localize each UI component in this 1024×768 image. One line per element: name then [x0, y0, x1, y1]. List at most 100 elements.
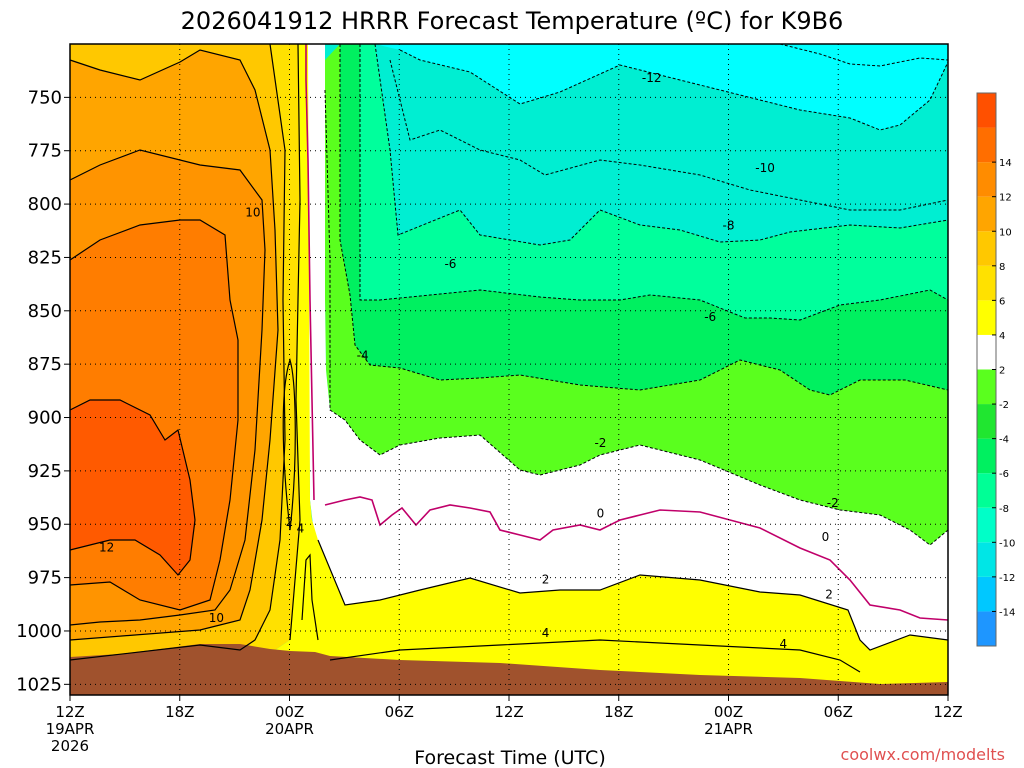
colorbar-swatch	[977, 231, 996, 266]
contour-label: 4	[542, 626, 550, 640]
colorbar-label: -4	[999, 435, 1009, 446]
colorbar-swatch	[977, 576, 996, 612]
x-tick-label: 06Z	[385, 703, 414, 721]
contour-line-4	[69, 43, 286, 661]
contour-label: -4	[357, 349, 369, 363]
x-tick-label: 18Z	[604, 703, 633, 721]
contour-line-minus-8	[374, 43, 949, 246]
x-axis-label: Forecast Time (UTC)	[414, 747, 605, 768]
colorbar-label: 10	[999, 227, 1012, 238]
contour-line-12	[69, 399, 196, 576]
x-tick-label: 00Z 20APR	[265, 703, 314, 738]
contour-label: 2	[286, 515, 294, 529]
contour-line-minus-2	[324, 89, 949, 546]
region-4-to-6	[70, 44, 300, 690]
contour-label: 2	[542, 573, 550, 587]
grid-lines	[70, 44, 948, 695]
contour-line-6	[69, 49, 279, 641]
colorbar-label: -6	[999, 469, 1009, 480]
colorbar-label: 14	[999, 158, 1012, 169]
contour-label: 4	[297, 522, 305, 536]
y-tick-label: 775	[28, 141, 62, 162]
contour-line-minus-10	[389, 59, 949, 211]
colorbar-swatch	[977, 127, 996, 163]
contour-line-8	[69, 149, 266, 626]
contour-label: 2	[825, 588, 833, 602]
contour-line-minus-6	[359, 44, 949, 321]
contour-label: 10	[245, 206, 260, 220]
colorbar-swatch	[977, 196, 996, 232]
chart-title: 2026041912 HRRR Forecast Temperature (ºC…	[181, 7, 844, 35]
contour-label: -2	[827, 496, 839, 510]
region-minus-2	[325, 44, 948, 545]
contour-label: -12	[642, 71, 662, 85]
colorbar-label: -8	[999, 504, 1009, 515]
y-tick-label: 950	[28, 514, 62, 535]
colorbar-label: 6	[999, 296, 1005, 307]
y-tick-label: 875	[28, 354, 62, 375]
credit-text: coolwx.com/modelts	[841, 745, 1005, 764]
x-tick-label: 00Z 21APR	[704, 703, 753, 738]
contour-label: -6	[444, 257, 456, 271]
contour-lines	[69, 43, 949, 673]
colorbar-swatch	[977, 473, 996, 508]
colorbar-label: -14	[999, 607, 1015, 618]
colorbar-swatch	[977, 542, 996, 577]
contour-line-10	[69, 219, 239, 611]
contour-line-4-spike	[301, 553, 319, 641]
contour-label: 4	[780, 637, 788, 651]
x-tick-label: 12Z 19APR 2026	[46, 703, 95, 755]
x-tick-label: 18Z	[165, 703, 194, 721]
contour-line-minus-4	[339, 44, 949, 396]
colorbar-swatch	[977, 507, 996, 543]
colorbar-swatch	[977, 300, 996, 335]
contour-line-2-low	[317, 539, 949, 651]
x-tick-label: 12Z	[494, 703, 523, 721]
colorbar-label: 4	[999, 331, 1005, 342]
colorbar-swatch	[977, 334, 996, 370]
x-tick-label: 12Z	[933, 703, 962, 721]
y-tick-label: 1025	[16, 674, 62, 695]
colorbar-swatch	[977, 611, 996, 646]
contour-label: -2	[594, 436, 606, 450]
colorbar-swatch	[977, 404, 996, 439]
y-tick-label: 750	[28, 87, 62, 108]
y-tick-label: 800	[28, 194, 62, 215]
y-tick-label: 850	[28, 301, 62, 322]
x-tick-label: 06Z	[824, 703, 853, 721]
contour-line-minus-14	[779, 43, 949, 67]
region-warm-14	[70, 400, 195, 575]
contour-label: 0	[822, 530, 830, 544]
contour-label: 10	[209, 611, 224, 625]
contour-line-0c-east	[324, 496, 949, 621]
contour-label: 0	[597, 507, 605, 521]
y-tick-label: 975	[28, 568, 62, 589]
colorbar-label: -2	[999, 400, 1009, 411]
region-minus-12	[375, 44, 948, 130]
contour-line-4-low	[329, 639, 861, 673]
contour-label: 12	[99, 541, 114, 555]
colorbar-label: 2	[999, 366, 1005, 377]
contour-label: -6	[704, 310, 716, 324]
y-tick-label: 1000	[16, 621, 62, 642]
colorbar: -14 -12 -10 -8 -6 -4 -2 2 4 6 8 10 12 14	[976, 92, 1015, 647]
region-minus-4-dark	[340, 44, 948, 395]
contour-line-2	[289, 43, 301, 641]
y-tick-label: 900	[28, 408, 62, 429]
colorbar-label: -10	[999, 538, 1015, 549]
contour-line-0c-west	[305, 44, 315, 501]
colorbar-swatch	[977, 369, 996, 405]
region-minus-8	[360, 44, 948, 320]
colorbar-label: -12	[999, 573, 1015, 584]
contour-label: -8	[723, 218, 735, 232]
contour-label: -10	[755, 161, 775, 175]
colorbar-swatch	[977, 438, 996, 474]
region-above-zero	[305, 44, 948, 690]
y-axis: 750 775 800 825 850 875 900 925 950 975 1000 1025	[16, 87, 70, 695]
x-axis: 12Z 19APR 2026 18Z 00Z 20APR 06Z 12Z 18Z 00Z 21APR…	[46, 695, 963, 755]
colorbar-label: 12	[999, 193, 1012, 204]
colorbar-label: 8	[999, 262, 1005, 273]
